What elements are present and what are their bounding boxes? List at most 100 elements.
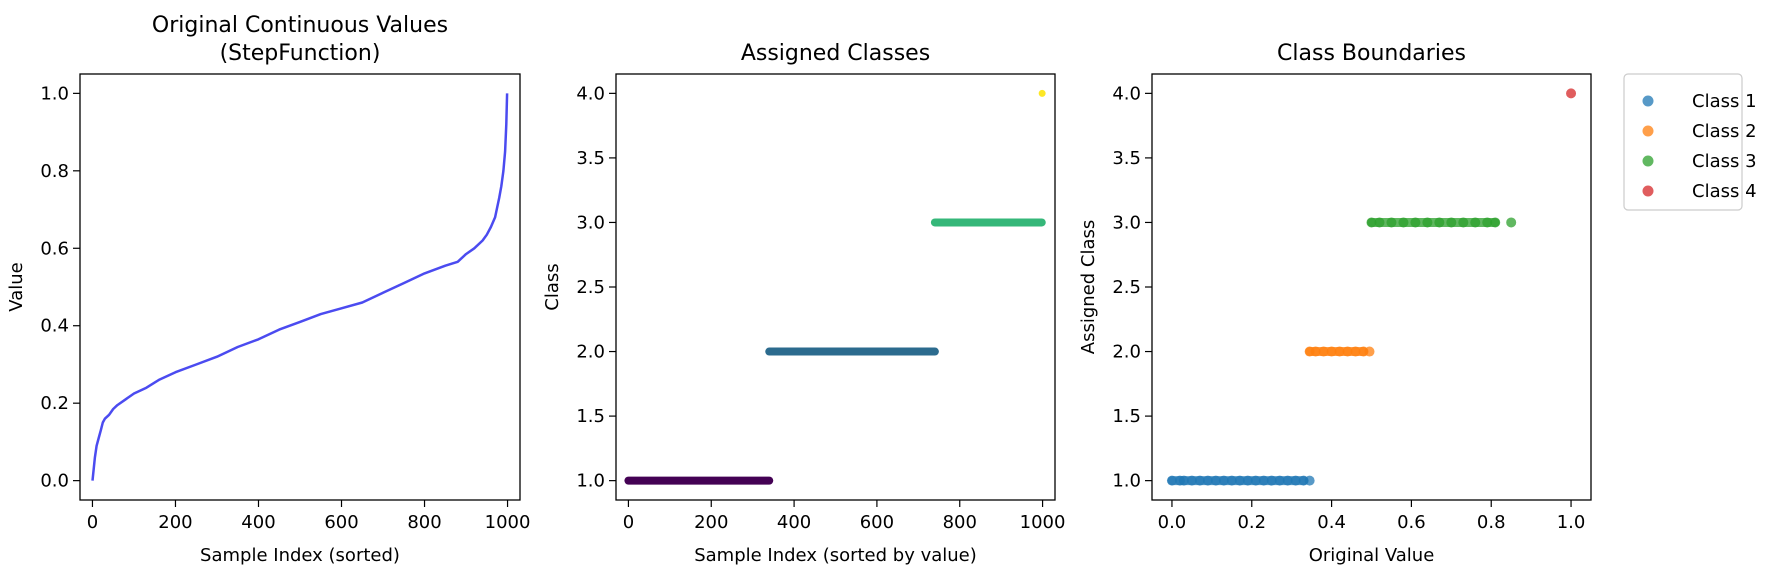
- plot-area: [91, 93, 509, 481]
- axes-frame: [79, 73, 521, 501]
- data-point: [1178, 475, 1189, 486]
- x-axis-label: Sample Index (sorted by value): [694, 545, 977, 566]
- x-axis-label: Original Value: [1309, 545, 1435, 566]
- y-axis-label: Class: [542, 263, 563, 310]
- x-tick-label: 800: [407, 512, 441, 533]
- chart-panel-2: Assigned Classes 0 200 400 600 800 1000 1.0 1.5 2…: [542, 41, 1065, 566]
- series-class-3: [1366, 217, 1517, 228]
- chart-title: Assigned Classes: [741, 41, 930, 66]
- axes-frame: [1151, 73, 1592, 501]
- x-tick-label: 800: [943, 512, 977, 533]
- data-point: [1226, 475, 1237, 486]
- data-point: [1342, 346, 1353, 357]
- legend-marker: [1642, 185, 1654, 197]
- legend-marker: [1642, 125, 1654, 137]
- chart-title: Original Continuous Values: [152, 13, 448, 38]
- data-point: [1334, 346, 1345, 357]
- x-tick-label: 0.6: [1397, 512, 1426, 533]
- x-tick-label: 1000: [1020, 512, 1066, 533]
- data-point: [1458, 217, 1469, 228]
- data-point: [1422, 217, 1433, 228]
- y-axis-label: Assigned Class: [1078, 220, 1099, 354]
- data-point: [1366, 217, 1377, 228]
- data-point: [1490, 217, 1501, 228]
- y-tick-label: 2.5: [1112, 277, 1141, 298]
- x-tick-label: 600: [860, 512, 894, 533]
- value-line: [91, 93, 509, 481]
- data-point: [1410, 217, 1421, 228]
- y-tick-label: 0.4: [40, 316, 69, 337]
- data-point: [1234, 475, 1245, 486]
- legend-marker: [1642, 95, 1654, 107]
- chart-panel-3: Class Boundaries 0.0 0.2 0.4 0.6 0.8 1.0 1.0 1.5…: [1078, 41, 1757, 566]
- y-tick-label: 3.5: [576, 148, 605, 169]
- data-point: [1446, 217, 1457, 228]
- y-tick-label: 1.0: [40, 83, 69, 104]
- x-tick-label: 200: [694, 512, 728, 533]
- data-point: [1266, 475, 1277, 486]
- data-point: [1364, 346, 1375, 357]
- y-tick-label: 1.5: [576, 406, 605, 427]
- y-tick-label: 0.0: [40, 471, 69, 492]
- legend-label: Class 3: [1692, 151, 1757, 172]
- data-point: [1274, 475, 1285, 486]
- x-axis-label: Sample Index (sorted): [200, 545, 400, 566]
- data-point: [1202, 475, 1213, 486]
- chart-title: Class Boundaries: [1277, 41, 1466, 66]
- data-point: [1166, 475, 1177, 486]
- data-point: [1290, 475, 1301, 486]
- data-point: [1250, 475, 1261, 486]
- y-tick-label: 2.5: [576, 277, 605, 298]
- data-point: [1304, 475, 1315, 486]
- x-tick-label: 0: [623, 512, 634, 533]
- y-tick-label: 0.6: [40, 238, 69, 259]
- y-tick-label: 1.0: [576, 471, 605, 492]
- data-point: [1506, 217, 1517, 228]
- x-tick-label: 400: [777, 512, 811, 533]
- data-point: [1434, 217, 1445, 228]
- x-tick-label: 0.2: [1237, 512, 1266, 533]
- y-tick-label: 0.8: [40, 161, 69, 182]
- y-tick-label: 1.0: [1112, 471, 1141, 492]
- data-point: [1218, 475, 1229, 486]
- data-point: [1374, 217, 1385, 228]
- x-tick-label: 400: [241, 512, 275, 533]
- x-tick-label: 0.8: [1477, 512, 1506, 533]
- legend-label: Class 2: [1692, 121, 1757, 142]
- class-4-point: [1038, 89, 1046, 97]
- y-tick-label: 0.2: [40, 393, 69, 414]
- x-tick-label: 0: [87, 512, 98, 533]
- data-point: [1566, 88, 1577, 99]
- legend-marker: [1642, 155, 1654, 167]
- data-point: [1194, 475, 1205, 486]
- x-tick-label: 200: [158, 512, 192, 533]
- y-tick-label: 4.0: [576, 83, 605, 104]
- y-tick-label: 2.0: [576, 342, 605, 363]
- series-class-4: [1566, 88, 1577, 99]
- data-point: [1482, 217, 1493, 228]
- data-point: [1470, 217, 1481, 228]
- data-point: [1258, 475, 1269, 486]
- y-tick-label: 4.0: [1112, 83, 1141, 104]
- series-class-2: [1304, 346, 1375, 357]
- x-tick-label: 600: [324, 512, 358, 533]
- data-point: [1242, 475, 1253, 486]
- y-tick-label: 1.5: [1112, 406, 1141, 427]
- legend-label: Class 4: [1692, 181, 1757, 202]
- y-tick-label: 2.0: [1112, 342, 1141, 363]
- axes-frame: [615, 73, 1056, 501]
- legend-box: [1623, 73, 1743, 211]
- data-point: [1210, 475, 1221, 486]
- x-tick-label: 1000: [485, 512, 531, 533]
- data-point: [1318, 346, 1329, 357]
- data-point: [1310, 346, 1321, 357]
- data-point: [1386, 217, 1397, 228]
- plot-area: [1166, 88, 1577, 486]
- y-axis-label: Value: [6, 262, 27, 311]
- plot-area: [624, 89, 1046, 485]
- series-class-1: [1166, 475, 1315, 486]
- x-tick-label: 1.0: [1557, 512, 1586, 533]
- data-point: [1398, 217, 1409, 228]
- data-point: [1350, 346, 1361, 357]
